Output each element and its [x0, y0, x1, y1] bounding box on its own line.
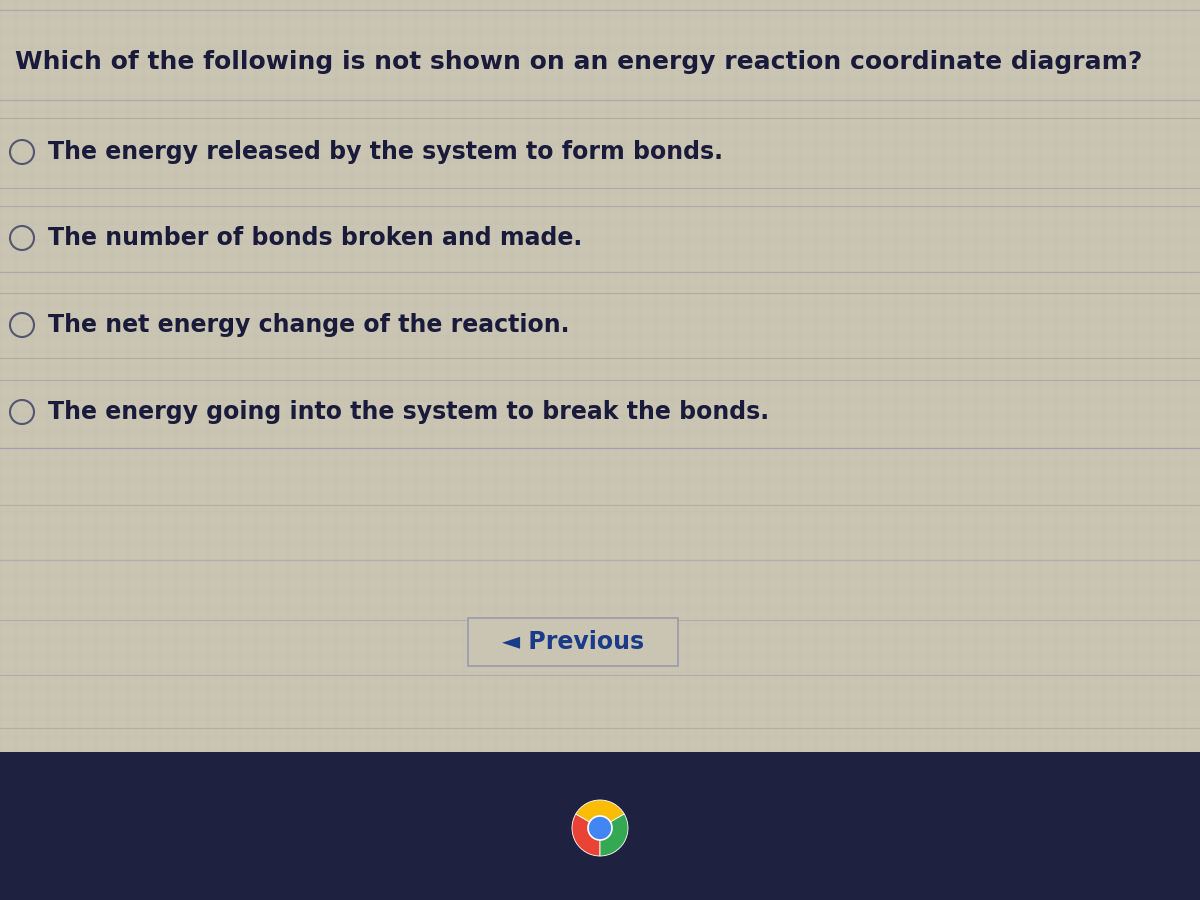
Text: The net energy change of the reaction.: The net energy change of the reaction. [48, 313, 570, 337]
Text: ◄ Previous: ◄ Previous [502, 630, 644, 654]
Text: The number of bonds broken and made.: The number of bonds broken and made. [48, 226, 582, 250]
Text: The energy released by the system to form bonds.: The energy released by the system to for… [48, 140, 722, 164]
FancyBboxPatch shape [468, 618, 678, 666]
Wedge shape [576, 800, 624, 828]
Text: The energy going into the system to break the bonds.: The energy going into the system to brea… [48, 400, 769, 424]
Circle shape [588, 816, 612, 840]
FancyBboxPatch shape [0, 752, 1200, 900]
Wedge shape [572, 814, 600, 856]
Wedge shape [600, 814, 628, 856]
Text: Which of the following is not shown on an energy reaction coordinate diagram?: Which of the following is not shown on a… [14, 50, 1142, 74]
